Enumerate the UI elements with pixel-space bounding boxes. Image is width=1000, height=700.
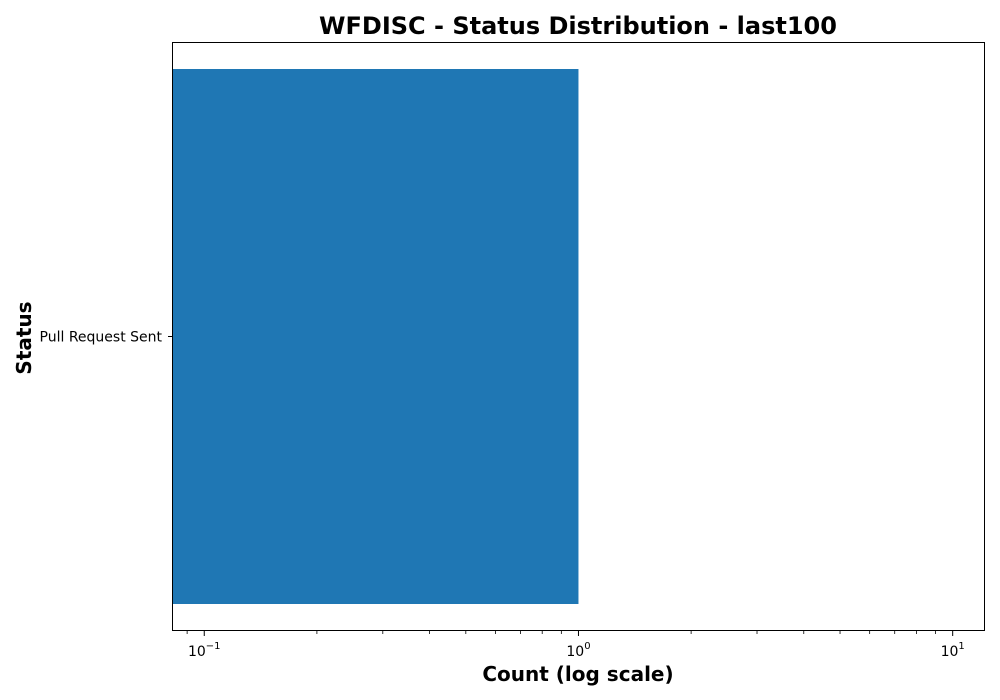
plot-frame [172,42,985,631]
x-axis-label: Count (log scale) [482,662,673,686]
x-tick-label: 101 [941,641,965,660]
y-tick-label: Pull Request Sent [40,330,163,346]
x-tick-label: 10−1 [188,641,221,660]
bars-layer [172,69,579,604]
x-axis-ticks: 10−1 100 101 [186,631,965,660]
x-tick-label: 100 [566,641,590,660]
y-axis-ticks: Pull Request Sent [40,330,172,346]
bar-pull-request-sent [172,69,579,604]
y-axis-label: Status [12,301,36,374]
chart-title: WFDISC - Status Distribution - last100 [319,12,837,40]
